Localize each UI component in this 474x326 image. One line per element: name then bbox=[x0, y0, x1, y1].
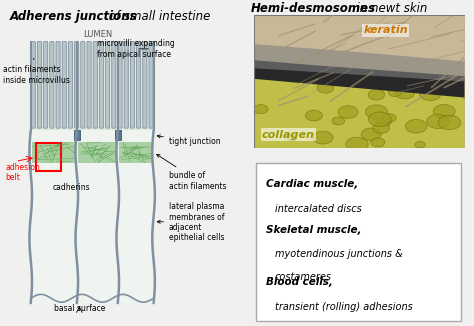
FancyBboxPatch shape bbox=[62, 41, 66, 128]
Circle shape bbox=[368, 112, 391, 126]
Circle shape bbox=[317, 82, 334, 93]
Circle shape bbox=[433, 105, 455, 118]
Circle shape bbox=[373, 123, 390, 133]
Circle shape bbox=[427, 114, 449, 128]
Text: bundle of
actin filaments: bundle of actin filaments bbox=[157, 155, 227, 191]
Text: Hemi-desmosomes: Hemi-desmosomes bbox=[251, 2, 376, 15]
FancyBboxPatch shape bbox=[130, 41, 135, 128]
Text: adhesion
belt: adhesion belt bbox=[5, 163, 40, 183]
FancyBboxPatch shape bbox=[115, 130, 121, 140]
Circle shape bbox=[438, 115, 461, 130]
Circle shape bbox=[376, 117, 391, 126]
Circle shape bbox=[305, 110, 322, 121]
Text: of small intestine: of small intestine bbox=[105, 10, 210, 23]
FancyBboxPatch shape bbox=[68, 41, 73, 128]
FancyBboxPatch shape bbox=[32, 142, 75, 163]
Circle shape bbox=[383, 114, 396, 122]
Circle shape bbox=[313, 131, 333, 144]
FancyBboxPatch shape bbox=[118, 41, 122, 128]
Text: Adherens junctions: Adherens junctions bbox=[10, 10, 138, 23]
Text: Skeletal muscle,: Skeletal muscle, bbox=[266, 225, 362, 235]
Polygon shape bbox=[254, 68, 465, 148]
Text: lateral plasma
membranes of
adjacent
epithelial cells: lateral plasma membranes of adjacent epi… bbox=[157, 202, 224, 242]
FancyBboxPatch shape bbox=[50, 41, 54, 128]
FancyBboxPatch shape bbox=[143, 41, 147, 128]
FancyBboxPatch shape bbox=[106, 41, 109, 128]
FancyBboxPatch shape bbox=[137, 41, 141, 128]
Text: Kelly (1966) J Cell Biol 28:51-72.: Kelly (1966) J Cell Biol 28:51-72. bbox=[281, 138, 404, 147]
FancyBboxPatch shape bbox=[31, 42, 154, 130]
Circle shape bbox=[346, 137, 368, 152]
FancyBboxPatch shape bbox=[119, 142, 152, 163]
Text: cadherins: cadherins bbox=[53, 183, 91, 192]
FancyBboxPatch shape bbox=[31, 130, 154, 303]
FancyBboxPatch shape bbox=[78, 142, 117, 163]
Circle shape bbox=[365, 105, 387, 119]
Text: actin filaments
inside microvillus: actin filaments inside microvillus bbox=[2, 58, 69, 85]
Polygon shape bbox=[254, 60, 465, 97]
Polygon shape bbox=[254, 44, 465, 82]
Text: myotendinous junctions &: myotendinous junctions & bbox=[275, 249, 402, 259]
FancyBboxPatch shape bbox=[112, 41, 116, 128]
FancyBboxPatch shape bbox=[37, 41, 42, 128]
Text: keratin: keratin bbox=[363, 25, 408, 35]
Circle shape bbox=[387, 87, 395, 92]
FancyBboxPatch shape bbox=[44, 41, 48, 128]
Text: transient (rolling) adhesions: transient (rolling) adhesions bbox=[275, 302, 412, 312]
FancyBboxPatch shape bbox=[255, 163, 461, 321]
FancyBboxPatch shape bbox=[74, 130, 80, 140]
Circle shape bbox=[395, 87, 415, 99]
FancyBboxPatch shape bbox=[100, 41, 103, 128]
Text: costameres: costameres bbox=[275, 272, 332, 282]
FancyBboxPatch shape bbox=[93, 41, 97, 128]
Text: tight junction: tight junction bbox=[157, 135, 220, 146]
Circle shape bbox=[419, 87, 441, 101]
Circle shape bbox=[254, 105, 268, 114]
Text: in newt skin: in newt skin bbox=[349, 2, 427, 15]
Circle shape bbox=[371, 138, 385, 147]
FancyBboxPatch shape bbox=[31, 41, 36, 128]
Circle shape bbox=[332, 117, 345, 125]
FancyBboxPatch shape bbox=[56, 41, 60, 128]
FancyBboxPatch shape bbox=[81, 41, 85, 128]
Circle shape bbox=[368, 89, 385, 100]
Text: Cardiac muscle,: Cardiac muscle, bbox=[266, 179, 358, 189]
Circle shape bbox=[361, 128, 381, 141]
FancyBboxPatch shape bbox=[74, 41, 79, 128]
Circle shape bbox=[415, 141, 425, 148]
Text: collagen: collagen bbox=[262, 130, 315, 140]
Circle shape bbox=[388, 88, 401, 96]
Text: LUMEN: LUMEN bbox=[82, 30, 112, 39]
Text: Blood cells,: Blood cells, bbox=[266, 277, 333, 287]
Circle shape bbox=[338, 106, 358, 118]
FancyBboxPatch shape bbox=[254, 15, 465, 148]
Text: microvilli expanding
from apical surface: microvilli expanding from apical surface bbox=[97, 39, 175, 59]
Circle shape bbox=[287, 135, 297, 141]
FancyBboxPatch shape bbox=[87, 41, 91, 128]
FancyBboxPatch shape bbox=[149, 41, 153, 128]
Circle shape bbox=[405, 119, 427, 133]
Text: basal surface: basal surface bbox=[54, 304, 105, 313]
Text: intercalated discs: intercalated discs bbox=[275, 204, 362, 214]
FancyBboxPatch shape bbox=[124, 41, 128, 128]
